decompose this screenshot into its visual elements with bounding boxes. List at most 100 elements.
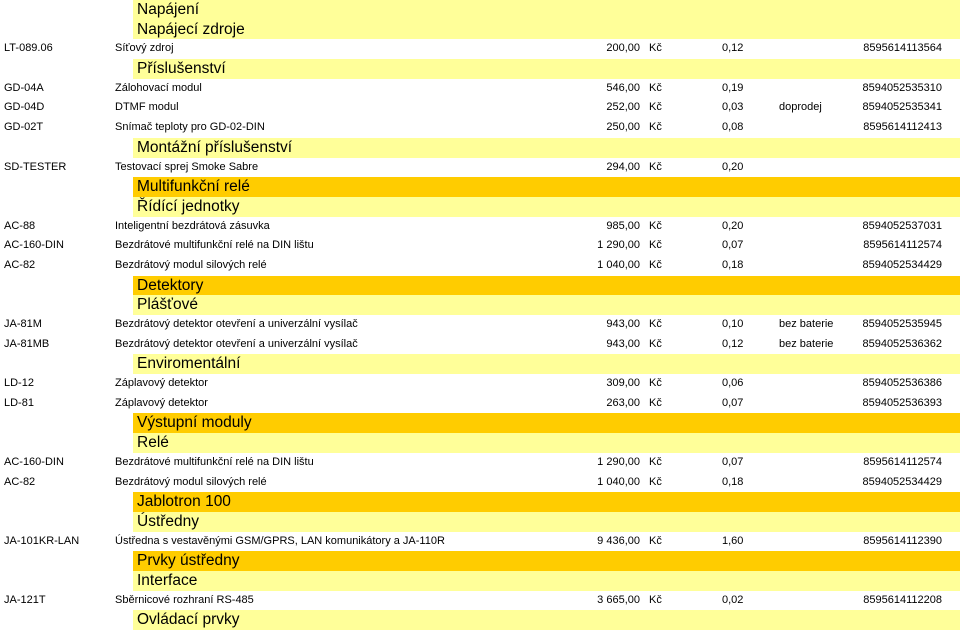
category-band — [133, 433, 960, 453]
category-title: Multifunkční relé — [137, 178, 250, 196]
product-fee: 0,12 — [722, 42, 744, 55]
product-name: Bezdrátový detektor otevření a univerzál… — [115, 318, 358, 330]
category-header: Prvky ústředny — [0, 551, 960, 571]
category-band — [133, 570, 960, 591]
product-price: 252,00 — [606, 101, 640, 114]
product-code: AC-160-DIN — [4, 239, 64, 252]
product-row: GD-04A Zálohovací modul 546,00 Kč 0,19 859405… — [0, 79, 960, 99]
price-currency: Kč — [649, 258, 662, 271]
product-price: 1 040,00 — [597, 258, 640, 271]
product-ean: 8594052535310 — [862, 81, 942, 94]
product-row: AC-88 Inteligentní bezdrátová zásuvka 985,… — [0, 217, 960, 237]
product-name: DTMF modul — [115, 101, 179, 114]
product-row: GD-04D DTMF modul 252,00 Kč 0,03 doprodej 8594… — [0, 98, 960, 118]
category-band — [133, 511, 960, 532]
price-currency: Kč — [649, 318, 662, 330]
product-fee: 1,60 — [722, 534, 744, 547]
category-header: Relé — [0, 433, 960, 453]
category-title: Výstupní moduly — [137, 414, 252, 432]
product-ean: 8595614112413 — [863, 121, 942, 134]
price-currency: Kč — [649, 377, 662, 390]
category-band — [133, 177, 960, 197]
category-band — [133, 413, 960, 434]
product-row: GD-02T Snímač teploty pro GD-02-DIN 250,00… — [0, 118, 960, 138]
product-row: LT-089.06 Síťový zdroj 200,00 Kč 0,12 8595614… — [0, 39, 960, 59]
product-fee: 0,07 — [722, 396, 744, 409]
product-name: Bezdrátový detektor otevření a univerzál… — [115, 337, 358, 350]
category-band — [133, 295, 960, 315]
price-currency: Kč — [649, 396, 662, 409]
product-code: JA-101KR-LAN — [4, 534, 80, 547]
product-fee: 0,18 — [722, 258, 744, 271]
product-name: Bezdrátové multifunkční relé na DIN lišt… — [115, 455, 314, 468]
product-code: JA-81MB — [4, 337, 50, 350]
category-band — [133, 196, 960, 217]
category-title: Plášťové — [137, 296, 198, 314]
category-band — [133, 275, 960, 296]
product-note: bez baterie — [779, 318, 834, 330]
category-band — [133, 19, 960, 40]
product-code: AC-160-DIN — [4, 455, 64, 468]
category-header: Detektory — [0, 275, 960, 296]
category-header: Napájení — [0, 0, 960, 20]
category-header: Řídící jednotky — [0, 196, 960, 217]
product-row: AC-82 Bezdrátový modul silových relé 1 040… — [0, 256, 960, 276]
product-name: Bezdrátové multifunkční relé na DIN lišt… — [115, 239, 314, 252]
product-row: LD-81 Záplavový detektor 263,00 Kč 0,07 85940… — [0, 394, 960, 414]
product-ean: 8594052535341 — [862, 101, 942, 114]
product-name: Záplavový detektor — [115, 377, 208, 390]
category-title: Napájení — [137, 1, 200, 18]
product-ean: 8594052536393 — [862, 396, 942, 409]
product-ean: 8595614112390 — [863, 534, 942, 547]
product-row: JA-81MB Bezdrátový detektor otevření a un… — [0, 335, 960, 355]
product-name: Zálohovací modul — [115, 81, 202, 94]
product-code: SD-TESTER — [4, 160, 67, 173]
product-fee: 0,10 — [722, 318, 744, 330]
product-name: Ústředna s vestavěnými GSM/GPRS, LAN kom… — [115, 534, 445, 547]
category-header: Ovládací prvky — [0, 610, 960, 630]
product-ean: 8594052536362 — [862, 337, 942, 350]
price-currency: Kč — [649, 81, 662, 94]
category-title: Relé — [137, 434, 169, 452]
product-code: GD-04A — [4, 81, 44, 94]
category-title: Interface — [137, 571, 198, 589]
product-name: Záplavový detektor — [115, 396, 208, 409]
category-header: Příslušenství — [0, 59, 960, 79]
product-price: 200,00 — [606, 42, 640, 55]
product-price: 294,00 — [606, 160, 640, 173]
product-code: AC-82 — [4, 258, 36, 271]
product-row: AC-160-DIN Bezdrátové multifunkční relé n… — [0, 453, 960, 473]
product-ean: 8594052535945 — [862, 318, 942, 330]
product-ean: 8594052534429 — [862, 258, 942, 271]
product-ean: 8595614112208 — [863, 593, 942, 606]
product-code: AC-82 — [4, 475, 36, 488]
category-title: Řídící jednotky — [137, 197, 240, 215]
price-currency: Kč — [649, 239, 662, 252]
product-name: Síťový zdroj — [115, 42, 174, 55]
product-price: 546,00 — [606, 81, 640, 94]
category-band — [133, 610, 960, 630]
product-price: 263,00 — [606, 396, 640, 409]
price-currency: Kč — [649, 42, 662, 55]
category-band — [133, 551, 960, 571]
product-price: 250,00 — [606, 121, 640, 134]
product-note: doprodej — [779, 101, 822, 114]
product-name: Sběrnicové rozhraní RS-485 — [115, 593, 254, 606]
product-fee: 0,20 — [722, 160, 744, 173]
product-ean: 8594052537031 — [862, 219, 942, 232]
category-title: Ústředny — [137, 512, 200, 530]
product-price: 943,00 — [606, 337, 640, 350]
product-name: Inteligentní bezdrátová zásuvka — [115, 219, 270, 232]
price-currency: Kč — [649, 534, 662, 547]
product-row: LD-12 Záplavový detektor 309,00 Kč 0,06 85940… — [0, 374, 960, 394]
category-title: Příslušenství — [137, 60, 226, 78]
category-header: Jablotron 100 — [0, 492, 960, 512]
product-code: LD-81 — [4, 396, 34, 409]
category-band — [133, 0, 960, 20]
category-header: Enviromentální — [0, 354, 960, 375]
category-title: Enviromentální — [137, 355, 241, 373]
product-price: 9 436,00 — [597, 534, 640, 547]
category-header: Plášťové — [0, 295, 960, 315]
product-fee: 0,12 — [722, 337, 744, 350]
